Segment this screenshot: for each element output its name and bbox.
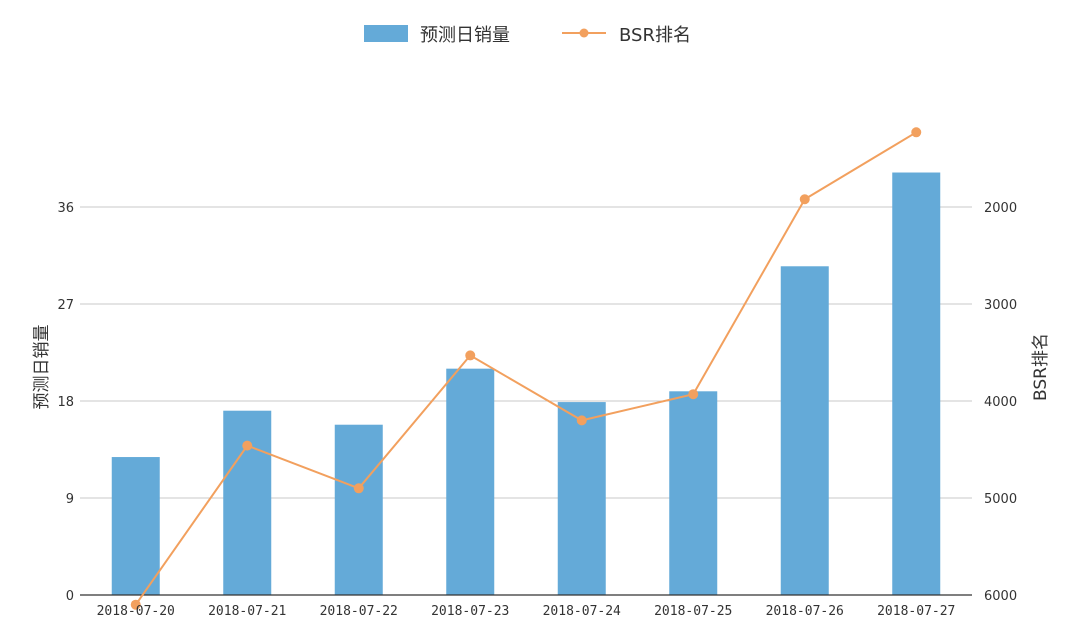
bar	[223, 410, 272, 595]
y-tick-label: 27	[57, 298, 74, 313]
legend-label-bsr: BSR排名	[619, 25, 691, 46]
bsr-point	[799, 194, 810, 205]
bar	[780, 266, 829, 595]
x-tick-label: 2018-07-25	[654, 604, 732, 619]
y-axis-ticks: 0 9 18 27 36	[57, 201, 74, 604]
y2-tick-label: 5000	[984, 492, 1017, 507]
bsr-point	[242, 440, 253, 451]
bsr-point	[353, 483, 364, 494]
x-tick-label: 2018-07-24	[543, 604, 621, 619]
y2-axis-ticks: 6000 5000 4000 3000 2000	[984, 201, 1017, 604]
y-tick-label: 0	[66, 589, 74, 604]
bsr-line	[134, 131, 917, 606]
x-tick-label: 2018-07-20	[97, 604, 175, 619]
bsr-point	[465, 350, 476, 361]
x-tick-label: 2018-07-27	[877, 604, 955, 619]
legend-label-sales: 预测日销量	[420, 25, 510, 46]
bar	[446, 368, 495, 595]
y2-axis-title: BSR排名	[1031, 333, 1051, 401]
y2-tick-label: 6000	[984, 589, 1017, 604]
y-tick-label: 36	[57, 201, 74, 216]
legend: 预测日销量 BSR排名	[364, 25, 691, 46]
y2-tick-label: 3000	[984, 298, 1017, 313]
gridlines	[80, 206, 972, 499]
bar	[334, 424, 383, 595]
bsr-point	[576, 415, 587, 426]
legend-swatch-bsr-marker	[579, 28, 589, 38]
x-axis-ticks: 2018-07-20 2018-07-21 2018-07-22 2018-07-23…	[97, 604, 956, 619]
line-series	[130, 127, 922, 610]
x-tick-label: 2018-07-21	[208, 604, 286, 619]
bar-series	[111, 172, 941, 595]
bar	[669, 391, 718, 595]
y-axis-title: 预测日销量	[32, 325, 52, 410]
bar	[892, 172, 941, 595]
x-tick-label: 2018-07-23	[431, 604, 509, 619]
x-tick-label: 2018-07-26	[766, 604, 844, 619]
bsr-point	[911, 127, 922, 138]
y2-tick-label: 2000	[984, 201, 1017, 216]
bsr-point	[130, 599, 141, 610]
bar	[557, 402, 606, 595]
y-tick-label: 9	[66, 492, 74, 507]
bsr-point	[688, 389, 699, 400]
legend-swatch-sales	[364, 25, 408, 42]
x-tick-label: 2018-07-22	[320, 604, 398, 619]
y2-tick-label: 4000	[984, 395, 1017, 410]
y-tick-label: 18	[57, 395, 74, 410]
bar	[111, 457, 160, 595]
